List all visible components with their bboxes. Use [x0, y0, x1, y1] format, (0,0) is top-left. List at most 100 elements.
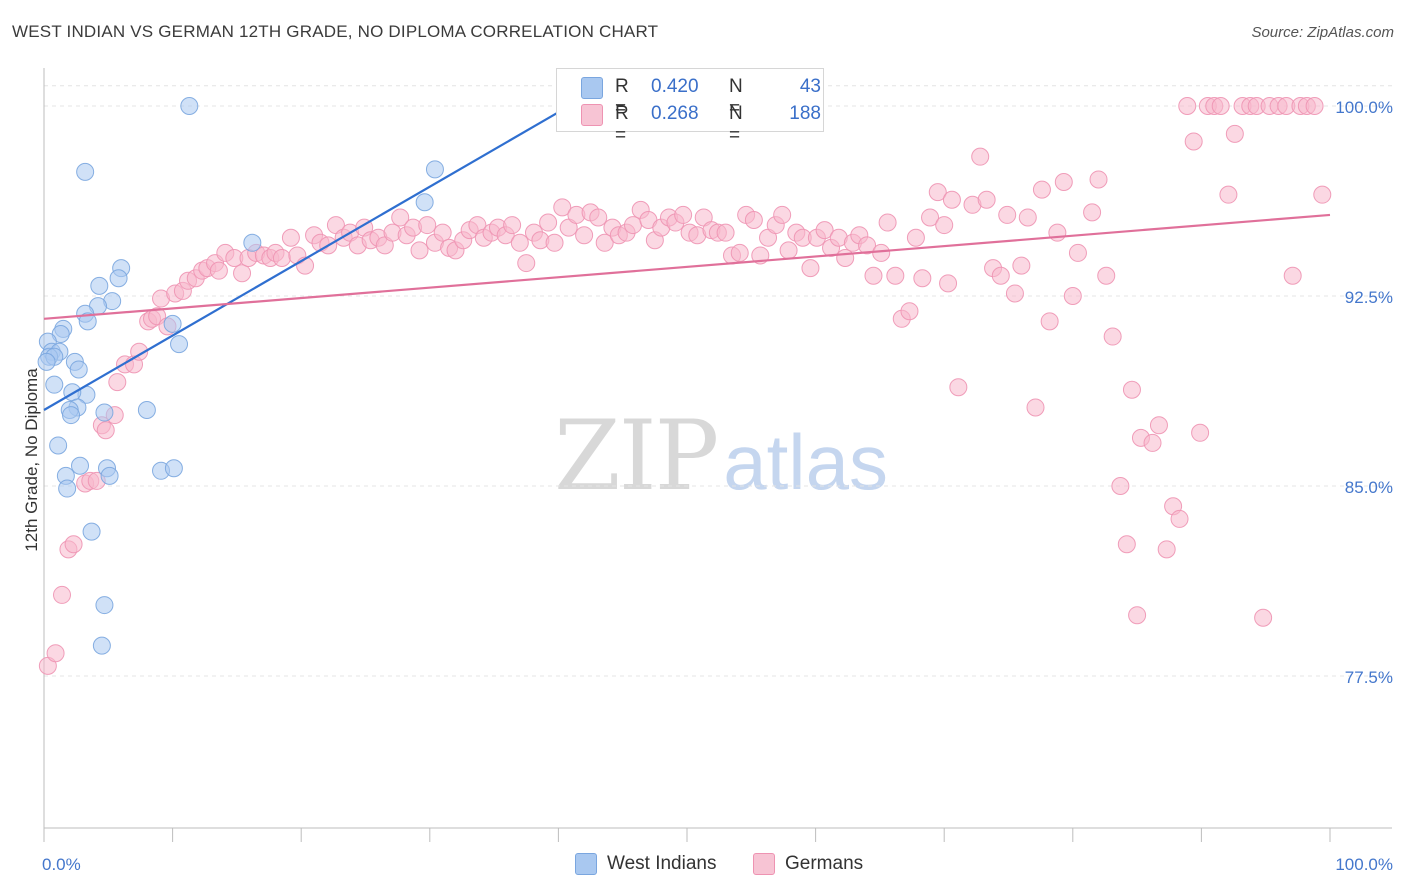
data-point-germans: [1219, 185, 1238, 204]
data-point-germans: [991, 266, 1010, 285]
trend-line-west-indians: [43, 107, 566, 411]
data-point-germans: [815, 221, 834, 240]
x-tick-label: 0.0%: [42, 855, 81, 874]
data-point-germans: [281, 228, 300, 247]
data-point-germans: [1063, 287, 1082, 305]
axes: [43, 68, 1392, 842]
data-point-west-indians: [92, 636, 111, 655]
data-point-germans: [801, 259, 820, 278]
data-point-germans: [1211, 97, 1230, 115]
bottom-legend-label-west-indians: West Indians: [607, 853, 717, 874]
data-point-germans: [1122, 380, 1141, 399]
data-point-west-indians: [95, 596, 114, 615]
data-point-germans: [46, 644, 65, 663]
data-point-germans: [886, 266, 905, 285]
data-point-germans: [595, 233, 614, 252]
data-point-germans: [971, 147, 990, 166]
y-tick-label: 92.5%: [1345, 288, 1393, 307]
bottom-legend-swatch-west-indians: [575, 853, 597, 875]
data-point-west-indians: [71, 456, 90, 475]
data-point-germans: [1103, 327, 1122, 346]
x-tick-label: 100.0%: [1335, 855, 1393, 874]
data-point-germans: [1111, 477, 1130, 495]
bottom-legend-swatch-germans: [753, 853, 775, 875]
data-point-germans: [836, 249, 855, 267]
data-point-west-indians: [49, 436, 68, 455]
data-point-germans: [872, 243, 891, 262]
watermark-zip: ZIP: [554, 400, 719, 512]
data-point-germans: [744, 211, 763, 229]
data-point-germans: [935, 216, 954, 235]
data-point-germans: [391, 208, 410, 227]
legend-swatch-west-indians: [581, 77, 603, 99]
data-point-germans: [998, 205, 1017, 224]
data-point-west-indians: [37, 352, 56, 371]
trend-lines: [43, 107, 1331, 411]
data-point-west-indians: [90, 276, 109, 295]
data-point-germans: [1128, 606, 1147, 625]
data-point-germans: [510, 233, 529, 252]
data-point-germans: [1170, 509, 1189, 528]
data-point-germans: [674, 205, 693, 224]
data-point-germans: [589, 208, 608, 227]
legend-n-value: 188: [789, 103, 821, 124]
data-point-germans: [1054, 173, 1073, 191]
bottom-legend-label-germans: Germans: [785, 853, 864, 874]
y-tick-label: 77.5%: [1345, 668, 1393, 687]
data-point-west-indians: [109, 269, 128, 288]
data-point-germans: [433, 223, 452, 242]
data-point-west-indians: [45, 375, 64, 394]
data-point-germans: [1048, 223, 1067, 242]
data-points: [37, 97, 1332, 675]
data-point-germans: [1040, 312, 1059, 331]
data-point-germans: [1149, 416, 1168, 435]
data-point-west-indians: [170, 335, 189, 354]
data-point-germans: [1283, 266, 1302, 285]
data-point-germans: [730, 243, 749, 262]
y-tick-label: 100.0%: [1335, 98, 1393, 117]
data-point-germans: [418, 216, 437, 235]
legend-r-label: R =: [615, 103, 629, 146]
grid-lines: [44, 85, 1392, 677]
data-point-west-indians: [415, 193, 434, 212]
data-point-germans: [1117, 535, 1136, 554]
tick-labels: 100.0% 92.5% 85.0% 77.5% 0.0% 100.0%: [42, 98, 1393, 874]
data-point-germans: [928, 183, 947, 202]
data-point-west-indians: [137, 401, 156, 419]
data-point-germans: [939, 274, 958, 293]
data-point-west-indians: [243, 233, 262, 252]
data-point-germans: [545, 233, 564, 252]
legend-n-value: 43: [799, 76, 821, 97]
data-point-germans: [1225, 124, 1244, 143]
trend-line-germans: [43, 213, 1331, 320]
data-point-germans: [779, 241, 798, 260]
data-point-germans: [906, 228, 925, 247]
data-point-west-indians: [78, 312, 97, 331]
legend-box: R = 0.420 N = 43 R = 0.268 N = 188: [556, 68, 824, 146]
data-point-germans: [1012, 256, 1031, 275]
data-point-germans: [410, 241, 429, 260]
data-point-germans: [1184, 132, 1203, 151]
data-point-germans: [913, 269, 932, 288]
data-point-germans: [1005, 284, 1024, 303]
data-point-germans: [1032, 180, 1051, 199]
data-point-germans: [864, 266, 883, 285]
data-point-west-indians: [100, 466, 119, 485]
data-point-west-indians: [425, 160, 444, 179]
data-point-germans: [878, 213, 897, 232]
data-point-germans: [1097, 266, 1116, 285]
data-point-west-indians: [62, 406, 81, 425]
chart-title: WEST INDIAN VS GERMAN 12TH GRADE, NO DIP…: [12, 22, 659, 41]
data-point-germans: [773, 205, 792, 224]
data-point-germans: [921, 208, 940, 227]
watermark: ZIPatlas: [554, 400, 888, 512]
data-point-germans: [517, 254, 536, 273]
data-point-germans: [64, 535, 83, 554]
data-point-west-indians: [95, 403, 114, 422]
data-point-germans: [130, 342, 149, 361]
data-point-germans: [1083, 203, 1102, 222]
data-point-west-indians: [58, 479, 77, 498]
watermark-atlas: atlas: [723, 418, 888, 506]
data-point-germans: [272, 249, 291, 267]
